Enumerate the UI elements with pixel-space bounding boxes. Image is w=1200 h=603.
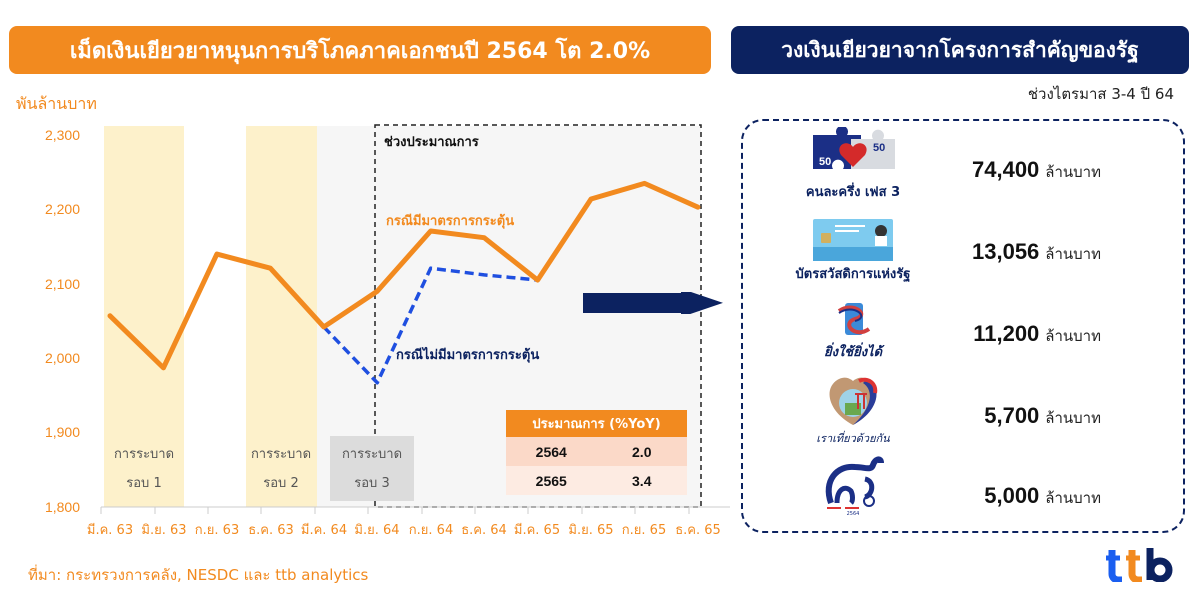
program-name: บัตรสวัสดิการแห่งรัฐ [795,267,911,282]
arrow-right-icon [583,292,723,314]
svg-text:มี.ค. 65: มี.ค. 65 [514,522,560,538]
program-item: 50 50 คนละครึ่ง เฟส 3 74,400 ล้านบาท [743,127,1187,207]
program-item: เราเที่ยวด้วยกัน 5,700 ล้านบาท [743,373,1187,453]
svg-text:ก.ย. 65: ก.ย. 65 [622,523,666,538]
no-stimulus-series-label: กรณีไม่มีมาตรการกระตุ้น [396,346,539,363]
svg-text:2,100: 2,100 [45,276,80,292]
line-chart: ช่วงประมาณการ 2,300 2,200 2,100 2,000 1,… [45,124,730,538]
program-unit: ล้านบาท [1045,327,1101,345]
welfare-card-icon [813,219,893,261]
svg-text:50: 50 [819,156,831,168]
no-stimulus-line [322,266,538,385]
svg-text:2,000: 2,000 [45,350,80,366]
forecast-value: 2.0 [632,443,652,460]
forecast-value: 3.4 [632,472,652,489]
half-half-puzzle-icon: 50 50 [813,127,895,169]
ttb-logo [1106,548,1173,582]
svg-text:2564: 2564 [847,511,860,515]
forecast-table-header: ประมาณการ (%YoY) [506,410,687,437]
program-value: 5,000 [984,483,1040,508]
projection-box [374,124,702,508]
program-item: 2564 5,000 ล้านบาท [743,455,1187,535]
program-value: 5,700 [984,403,1040,428]
wave-2-label-line1: การระบาด [251,447,311,462]
svg-text:ธ.ค. 63: ธ.ค. 63 [248,523,294,538]
program-unit: ล้านบาท [1045,245,1101,263]
wave-3-box [330,436,414,501]
projection-label: ช่วงประมาณการ [384,135,479,150]
program-value: 11,200 [973,321,1040,346]
phone-ribbon-icon [837,303,871,335]
wave-1-label-line1: การระบาด [114,447,174,462]
forecast-row: 2565 3.4 [506,466,687,495]
programs-title: วงเงินเยียวยาจากโครงการสำคัญของรัฐ [781,37,1139,62]
svg-text:ก.ย. 64: ก.ย. 64 [409,523,453,538]
travel-heart-icon [829,377,878,425]
svg-text:มิ.ย. 63: มิ.ย. 63 [141,523,186,538]
programs-period: ช่วงไตรมาส 3-4 ปี 64 [1027,85,1174,103]
program-item: บัตรสวัสดิการแห่งรัฐ 13,056 ล้านบาท [743,219,1187,299]
svg-text:2,200: 2,200 [45,201,80,217]
svg-text:50: 50 [873,142,885,154]
stimulus-line [107,180,701,371]
program-unit: ล้านบาท [1045,409,1101,427]
wave-1-band [104,126,184,507]
program-name: ยิ่งใช้ยิ่งได้ [823,345,883,360]
svg-text:มิ.ย. 64: มิ.ย. 64 [354,523,399,538]
wave-3-label-line1: การระบาด [342,447,402,462]
forecast-year: 2564 [535,443,567,460]
program-value: 74,400 [972,157,1040,182]
forecast-row: 2564 2.0 [506,437,687,466]
programs-title-banner: วงเงินเยียวยาจากโครงการสำคัญของรัฐ [731,26,1189,74]
series-layer [107,180,701,385]
source-note: ที่มา: กระทรวงการคลัง, NESDC และ ttb ana… [28,566,369,584]
x-axis: มี.ค. 63 มิ.ย. 63 ก.ย. 63 ธ.ค. 63 มี.ค. … [87,506,730,538]
y-axis-unit: พันล้านบาท [16,94,97,113]
stimulus-series-label: กรณีมีมาตรการกระตุ้น [386,213,514,229]
svg-text:ธ.ค. 65: ธ.ค. 65 [675,523,721,538]
program-unit: ล้านบาท [1045,489,1101,507]
forecast-year: 2565 [535,472,567,489]
forecast-table: ประมาณการ (%YoY) 2564 2.0 2565 3.4 [506,410,687,495]
chart-title: เม็ดเงินเยียวยาหนุนการบริโภคภาคเอกชนปี 2… [69,38,651,64]
svg-text:มี.ค. 64: มี.ค. 64 [301,522,347,538]
svg-text:ธ.ค. 64: ธ.ค. 64 [461,523,507,538]
elephant-icon: 2564 [825,456,884,515]
program-name: คนละครึ่ง เฟส 3 [805,185,901,200]
svg-text:ก.ย. 63: ก.ย. 63 [195,523,239,538]
wave-1-label-line2: รอบ 1 [126,476,161,491]
program-unit: ล้านบาท [1045,163,1101,181]
svg-text:1,900: 1,900 [45,424,80,440]
wave-3-label-line2: รอบ 3 [354,476,389,491]
program-item: ยิ่งใช้ยิ่งได้ 11,200 ล้านบาท [743,301,1187,381]
wave-2-band [246,126,317,507]
svg-text:1,800: 1,800 [45,499,80,515]
wave-2-label-line2: รอบ 2 [263,476,298,491]
svg-text:มิ.ย. 65: มิ.ย. 65 [568,523,613,538]
chart-title-banner: เม็ดเงินเยียวยาหนุนการบริโภคภาคเอกชนปี 2… [9,26,711,74]
programs-panel: 50 50 คนละครึ่ง เฟส 3 74,400 ล้านบาท บัต… [741,119,1185,533]
svg-text:2,300: 2,300 [45,127,80,143]
program-value: 13,056 [972,239,1040,264]
y-axis: 2,300 2,200 2,100 2,000 1,900 1,800 [45,127,80,515]
program-name: เราเที่ยวด้วยกัน [816,432,890,445]
svg-text:มี.ค. 63: มี.ค. 63 [87,522,133,538]
